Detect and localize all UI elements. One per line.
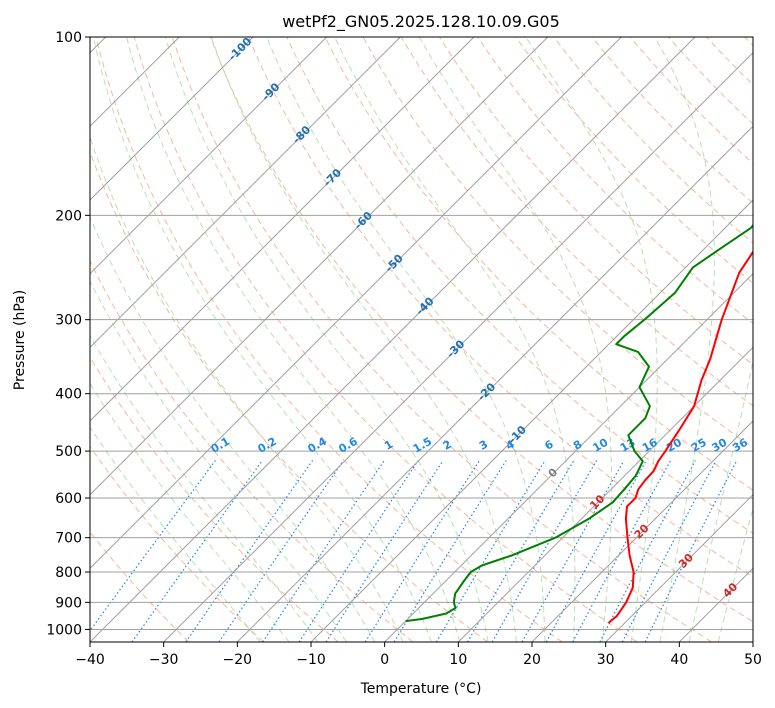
y-tick-label: 500 — [55, 444, 82, 460]
x-tick-label: 50 — [744, 652, 762, 668]
x-tick-label: 20 — [523, 652, 541, 668]
x-tick-label: −30 — [149, 652, 179, 668]
y-tick-label: 200 — [55, 208, 82, 224]
y-tick-label: 800 — [55, 565, 82, 581]
y-tick-label: 400 — [55, 387, 82, 403]
y-tick-label: 700 — [55, 531, 82, 547]
x-axis-label: Temperature (°C) — [360, 681, 482, 697]
y-tick-label: 900 — [55, 595, 82, 611]
x-tick-label: −20 — [223, 652, 253, 668]
y-tick-label: 600 — [55, 491, 82, 507]
y-tick-label: 300 — [55, 313, 82, 329]
x-tick-label: −40 — [75, 652, 105, 668]
chart-title: wetPf2_GN05.2025.128.10.09.G05 — [282, 12, 560, 32]
y-axis-label: Pressure (hPa) — [12, 290, 28, 390]
x-tick-label: 30 — [597, 652, 615, 668]
x-tick-label: 0 — [380, 652, 389, 668]
x-tick-label: −10 — [296, 652, 326, 668]
x-tick-label: 10 — [449, 652, 467, 668]
y-tick-label: 100 — [55, 30, 82, 46]
y-tick-label: 1000 — [46, 622, 82, 638]
x-tick-label: 40 — [670, 652, 688, 668]
